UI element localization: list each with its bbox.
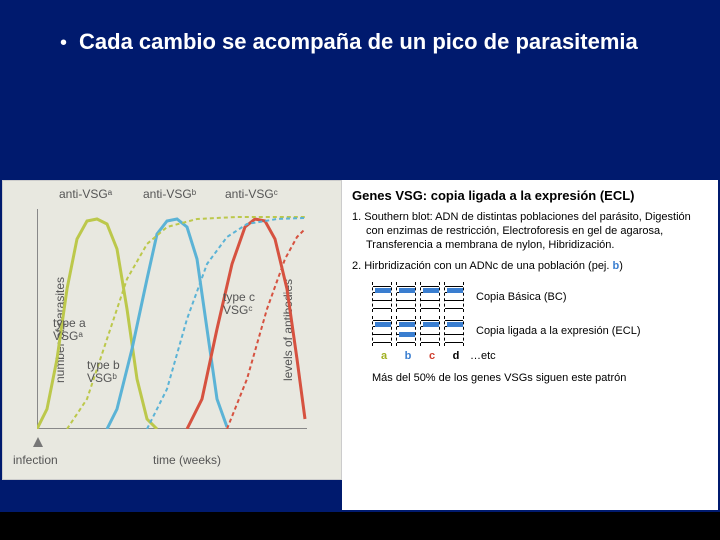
paragraph-1: 1. Southern blot: ADN de distintas pobla… [352, 211, 708, 252]
bc-label: Copia Básica (BC) [476, 291, 566, 303]
lane-labels: abcd…etc [372, 350, 708, 362]
anti-label-b: anti-VSGᵇ [143, 187, 196, 201]
bc-lane-a [372, 282, 392, 312]
ecl-label: Copia ligada a la expresión (ECL) [476, 325, 640, 337]
ecl-lane-d [444, 316, 464, 346]
lane-label-c: c [420, 350, 444, 362]
x-axis-label: time (weeks) [153, 453, 221, 467]
right-panel: Genes VSG: copia ligada a la expresión (… [342, 180, 718, 510]
footer-note: Más del 50% de los genes VSGs siguen est… [372, 372, 708, 384]
bottom-black-strip [0, 512, 720, 540]
p1-prefix: 1. [352, 211, 364, 223]
ecl-band-d [447, 322, 463, 327]
gel-diagram: Copia Básica (BC) Copia ligada a la expr… [372, 282, 708, 362]
anti-label-a: anti-VSGᵃ [59, 187, 112, 201]
infection-label: infection [13, 453, 58, 467]
type-a-l2: VSGᵃ [53, 329, 83, 343]
lane-label-b: b [396, 350, 420, 362]
bullet-row: • Cada cambio se acompaña de un pico de … [60, 28, 680, 57]
content-row: number of parasites levels of antibodies… [2, 180, 718, 510]
lane-label-a: a [372, 350, 396, 362]
ecl-lane-b [396, 316, 416, 346]
curve-parasite-b [107, 219, 227, 429]
paragraph-2: 2. Hirbridización con un ADNc de una pob… [352, 260, 708, 274]
ecl-band-b-bottom [399, 332, 415, 337]
ecl-lane-group [372, 316, 468, 346]
p2-a: Hirbridización con un ADNc de una poblac… [364, 260, 612, 272]
bullet: • [60, 32, 67, 55]
panel-title: Genes VSG: copia ligada a la expresión (… [352, 188, 708, 203]
bc-lane-b [396, 282, 416, 312]
curve-parasite-c [187, 219, 305, 429]
bc-lane-c [420, 282, 440, 312]
infection-arrow-icon [33, 437, 43, 447]
bc-band-a [375, 288, 391, 293]
p1-text: Southern blot: ADN de distintas poblacio… [364, 211, 691, 251]
lane-label-d: d [444, 350, 468, 362]
bc-lane-d [444, 282, 464, 312]
p2-prefix: 2. [352, 260, 364, 272]
title-area: • Cada cambio se acompaña de un pico de … [0, 0, 720, 67]
p2-c: ) [619, 260, 623, 272]
ecl-band-a [375, 322, 391, 327]
plot-area: type a VSGᵃ type b VSGᵇ type c VSGᶜ [37, 209, 307, 429]
lane-label-etc: …etc [470, 350, 496, 362]
type-label-b: type b VSGᵇ [87, 359, 120, 384]
bc-band-c [423, 288, 439, 293]
ecl-band-b-top [399, 322, 415, 327]
ecl-lane-c [420, 316, 440, 346]
type-b-l2: VSGᵇ [87, 371, 117, 385]
ecl-band-c [423, 322, 439, 327]
bc-lane-group [372, 282, 468, 312]
bc-band-b [399, 288, 415, 293]
type-c-l2: VSGᶜ [223, 303, 253, 317]
type-label-a: type a VSGᵃ [53, 317, 86, 342]
curve-anti-b [147, 218, 305, 429]
bc-band-d [447, 288, 463, 293]
anti-label-c: anti-VSGᶜ [225, 187, 278, 201]
parasitemia-chart: number of parasites levels of antibodies… [2, 180, 342, 480]
gel-row-bc: Copia Básica (BC) [372, 282, 708, 312]
slide-title: Cada cambio se acompaña de un pico de pa… [79, 28, 638, 57]
type-label-c: type c VSGᶜ [223, 291, 255, 316]
ecl-lane-a [372, 316, 392, 346]
gel-row-ecl: Copia ligada a la expresión (ECL) [372, 316, 708, 346]
